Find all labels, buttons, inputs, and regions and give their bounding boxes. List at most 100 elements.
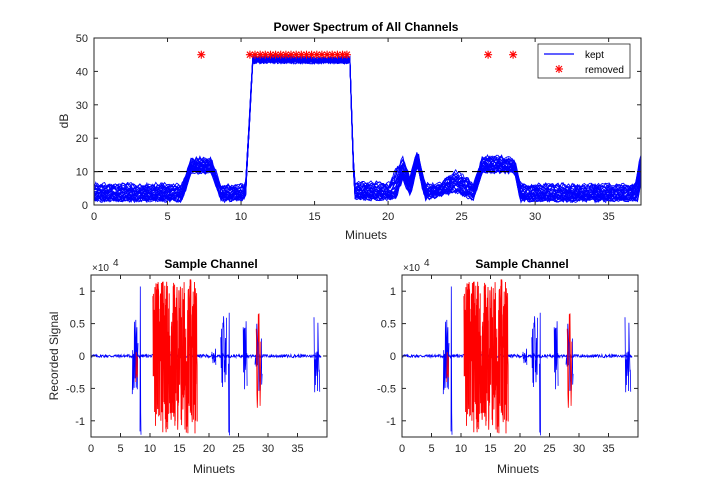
kept-burst <box>624 317 632 393</box>
x-tick-label: 10 <box>235 211 247 223</box>
kept-channel-line <box>94 57 641 204</box>
x-tick-label: 10 <box>455 443 467 455</box>
y-tick-label: -0.5 <box>377 383 396 395</box>
removed-burst <box>135 352 138 383</box>
legend: kept removed <box>537 43 631 79</box>
removed-burst <box>152 279 198 434</box>
x-tick-label: 30 <box>529 211 541 223</box>
kept-channel-line <box>94 56 641 201</box>
x-tick-label: 25 <box>543 443 555 455</box>
x-tick-label: 0 <box>88 443 94 455</box>
kept-burst <box>242 321 248 390</box>
kept-burst <box>450 286 453 435</box>
x-tick-label: 35 <box>603 211 615 223</box>
y-tick-label: -1 <box>386 416 396 428</box>
channel-lines <box>94 53 641 204</box>
x-tick-label: 0 <box>399 443 405 455</box>
y-tick-label: 30 <box>76 100 88 112</box>
kept-channel-line <box>94 57 641 204</box>
kept-channel-line <box>94 57 641 203</box>
x-tick-label: 0 <box>91 211 97 223</box>
removed-burst <box>446 352 449 383</box>
kept-burst <box>442 319 450 395</box>
removed-marker <box>287 50 295 59</box>
kept-burst <box>220 316 227 388</box>
kept-burst <box>539 312 541 436</box>
x-tick-label: 20 <box>382 211 394 223</box>
kept-burst <box>313 317 321 393</box>
kept-burst <box>522 348 528 365</box>
removed-marker <box>484 50 493 59</box>
svg-text:4: 4 <box>424 258 430 269</box>
legend-kept-label: kept <box>585 50 604 61</box>
legend-removed-label: removed <box>585 65 624 76</box>
sample-channel-left-axes: Sample Channel Recorded Signal Minuets ×… <box>47 257 328 476</box>
y-tick-label: 1 <box>79 286 85 298</box>
power-spectrum-xlabel: Minuets <box>345 228 387 242</box>
x-tick-label: 5 <box>164 211 170 223</box>
y-tick-label: 20 <box>76 133 88 145</box>
kept-channel-line <box>94 57 641 203</box>
x-tick-label: 30 <box>573 443 585 455</box>
y-tick-label: 0 <box>82 200 88 212</box>
legend-removed-marker <box>555 65 563 73</box>
x-tick-label: 15 <box>484 443 496 455</box>
signal-trace <box>402 279 633 436</box>
x-tick-label: 15 <box>308 211 320 223</box>
sample-channel-right-exponent: ×10 4 <box>403 258 430 274</box>
x-tick-label: 20 <box>203 443 215 455</box>
kept-channel-line <box>94 56 641 200</box>
kept-burst <box>131 319 139 395</box>
removed-burst <box>255 313 262 408</box>
x-tick-label: 35 <box>291 443 303 455</box>
kept-channel-line <box>94 57 641 204</box>
y-tick-label: 0 <box>79 351 85 363</box>
y-tick-label: 0 <box>390 351 396 363</box>
kept-baseline <box>402 352 633 360</box>
power-spectrum-title: Power Spectrum of All Channels <box>274 20 459 34</box>
kept-burst <box>228 312 230 436</box>
y-tick-label: 50 <box>76 33 88 45</box>
x-tick-label: 25 <box>455 211 467 223</box>
x-tick-label: 30 <box>262 443 274 455</box>
signal-trace <box>91 279 322 436</box>
svg-text:×10: ×10 <box>92 263 109 274</box>
y-tick-label: 40 <box>76 66 88 78</box>
removed-marker <box>323 50 332 59</box>
power-spectrum-axes: Power Spectrum of All Channels dB Minuet… <box>57 20 642 242</box>
sample-channel-right-xlabel: Minuets <box>497 462 539 476</box>
removed-burst <box>463 279 509 434</box>
sample-channel-left-title: Sample Channel <box>164 257 257 271</box>
removed-marker <box>342 50 351 59</box>
removed-marker <box>509 50 518 59</box>
sample-channel-left-xlabel: Minuets <box>193 462 235 476</box>
y-tick-label: -0.5 <box>66 383 85 395</box>
legend-box <box>537 43 631 79</box>
removed-marker <box>245 50 254 59</box>
svg-text:×10: ×10 <box>403 263 420 274</box>
kept-channel-line <box>94 56 641 199</box>
power-spectrum-ylabel: dB <box>57 114 71 129</box>
y-tick-label: 0.5 <box>381 319 396 331</box>
x-tick-label: 5 <box>428 443 434 455</box>
removed-marker <box>197 50 206 59</box>
kept-burst <box>211 348 217 365</box>
sample-channel-right-axes: Sample Channel Minuets ×10 4 0 5 10 15 20 25 3… <box>377 257 639 476</box>
x-tick-label: 10 <box>144 443 156 455</box>
y-tick-label: 1 <box>390 286 396 298</box>
sample-channel-right-title: Sample Channel <box>475 257 568 271</box>
removed-burst <box>566 313 573 408</box>
y-tick-label: 0.5 <box>70 319 85 331</box>
kept-baseline <box>91 352 322 360</box>
power-spectrum-frame <box>93 37 642 206</box>
kept-channel-line <box>94 56 641 200</box>
kept-burst <box>139 286 142 435</box>
x-tick-label: 25 <box>232 443 244 455</box>
y-tick-label: 10 <box>76 167 88 179</box>
kept-channel-line <box>94 56 641 202</box>
kept-channel-line <box>94 57 641 203</box>
removed-marker <box>266 50 275 59</box>
removed-marker <box>276 50 285 59</box>
kept-burst <box>531 316 538 388</box>
